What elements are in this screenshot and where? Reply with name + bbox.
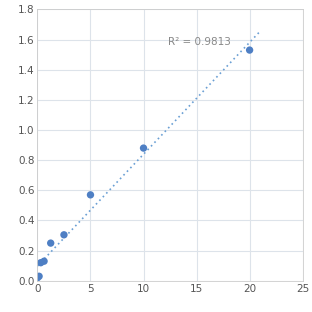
Point xyxy=(35,275,40,280)
Point xyxy=(37,274,41,279)
Point xyxy=(247,47,252,52)
Point xyxy=(61,232,66,237)
Point xyxy=(41,259,46,264)
Point xyxy=(48,241,53,246)
Point xyxy=(141,146,146,151)
Text: R² = 0.9813: R² = 0.9813 xyxy=(168,37,231,46)
Point xyxy=(38,260,43,265)
Point xyxy=(88,192,93,197)
